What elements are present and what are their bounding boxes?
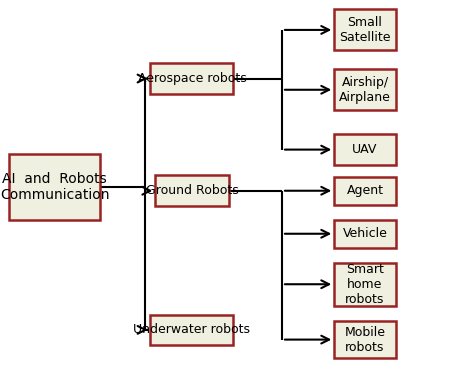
FancyBboxPatch shape [334, 263, 396, 306]
Text: UAV: UAV [352, 143, 378, 156]
FancyBboxPatch shape [151, 63, 233, 94]
Text: Mobile
robots: Mobile robots [345, 326, 385, 353]
FancyBboxPatch shape [334, 134, 396, 165]
Text: AI  and  Robots
Communication: AI and Robots Communication [0, 172, 109, 202]
FancyBboxPatch shape [334, 220, 396, 248]
Text: Agent: Agent [346, 184, 383, 197]
Text: Aerospace robots: Aerospace robots [137, 72, 246, 85]
FancyBboxPatch shape [9, 154, 100, 220]
Text: Ground Robots: Ground Robots [146, 184, 238, 197]
FancyBboxPatch shape [334, 9, 396, 50]
FancyBboxPatch shape [334, 69, 396, 110]
FancyBboxPatch shape [151, 315, 233, 345]
Text: Small
Satellite: Small Satellite [339, 16, 391, 44]
Text: Smart
home
robots: Smart home robots [345, 263, 385, 306]
Text: Vehicle: Vehicle [343, 227, 387, 240]
FancyBboxPatch shape [334, 177, 396, 205]
Text: Airship/
Airplane: Airship/ Airplane [339, 76, 391, 104]
Text: Underwater robots: Underwater robots [134, 324, 250, 336]
FancyBboxPatch shape [334, 321, 396, 358]
FancyBboxPatch shape [155, 175, 228, 206]
